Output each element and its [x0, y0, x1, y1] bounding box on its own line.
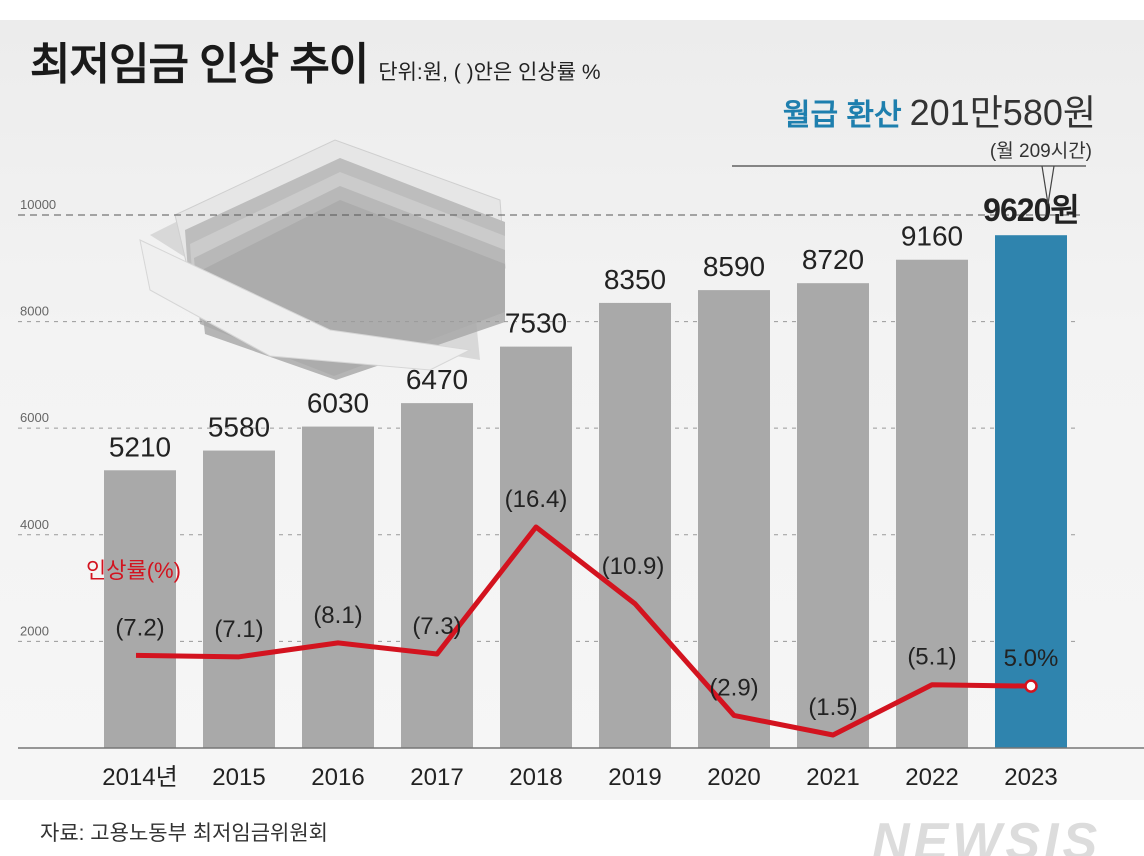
bar: [203, 450, 275, 748]
rate-label: (8.1): [313, 602, 362, 629]
bar-value-labels: 5210 5580 6030 6470 7530 8350 8590 8720 9160 9620…: [109, 192, 1080, 462]
rate-label: (10.9): [602, 553, 665, 580]
bar-value-label: 6470: [406, 364, 468, 395]
y-axis-ticks: 2000 4000 6000 8000 10000: [20, 197, 56, 638]
y-tick-label: 4000: [20, 517, 49, 532]
rate-line-path: [135, 524, 1032, 738]
bar-highlight: [995, 235, 1067, 749]
x-tick-label: 2020: [707, 764, 760, 791]
x-tick-label: 2016: [311, 764, 364, 791]
rate-label: (16.4): [505, 486, 568, 513]
x-tick-label: 2023: [1004, 764, 1057, 791]
logo-text: NEWSIS: [872, 813, 1102, 856]
monthly-conversion: 월급 환산 201만580원: [783, 84, 1096, 136]
x-tick-label: 2014년: [102, 764, 177, 791]
title-row: 최저임금 인상 추이 단위:원, ( )안은 인상률 %: [30, 28, 601, 92]
page-title: 최저임금 인상 추이: [30, 40, 369, 89]
x-tick-label: 2021: [806, 764, 859, 791]
rate-label: (7.2): [115, 614, 164, 641]
bar-value-label: 9620원: [983, 192, 1079, 228]
y-tick-label: 10000: [20, 197, 56, 212]
monthly-callout-pointer: [732, 165, 1086, 205]
x-axis-labels: 2014년 2015 2016 2017 2018 2019 2020 2021 2022 202…: [102, 764, 1057, 791]
money-envelope-illustration: [139, 139, 506, 380]
rate-label: (7.1): [214, 616, 263, 643]
bar: [698, 290, 770, 748]
monthly-hours-note: (월 209시간): [989, 141, 1092, 162]
bar: [104, 470, 176, 748]
x-tick-label: 2022: [905, 764, 958, 791]
rate-label: (5.1): [907, 644, 956, 671]
source-note: 자료: 고용노동부 최저임금위원회: [40, 822, 328, 845]
x-tick-label: 2018: [509, 764, 562, 791]
bar: [599, 302, 671, 748]
bar-value-label: 5210: [109, 431, 171, 462]
bar-value-label: 8590: [703, 251, 765, 282]
series-legend-label: 인상률(%): [86, 558, 181, 583]
bar-value-label: 8350: [604, 264, 666, 295]
bar: [401, 403, 473, 748]
unit-note: 단위:원, ( )안은 인상률 %: [378, 61, 601, 84]
y-tick-label: 6000: [20, 410, 49, 425]
x-tick-label: 2019: [608, 764, 661, 791]
bar: [797, 283, 869, 748]
bars: [104, 235, 1067, 749]
bar-value-label: 8720: [802, 244, 864, 275]
y-tick-label: 8000: [20, 304, 49, 319]
x-tick-label: 2017: [410, 764, 463, 791]
rate-label: 5.0%: [1004, 645, 1059, 672]
bar-value-label: 6030: [307, 388, 369, 419]
rate-label: (2.9): [709, 674, 758, 701]
bar-value-label: 9160: [901, 221, 963, 252]
rate-labels: (7.2) (7.1) (8.1) (7.3) (16.4) (10.9) (2.9) (1.…: [115, 486, 1058, 721]
rate-end-marker: [1024, 679, 1038, 693]
bar: [302, 426, 374, 748]
monthly-conversion-label: 월급 환산: [782, 99, 902, 132]
rate-line: [135, 524, 1038, 738]
newsis-logo: NEWSIS: [872, 812, 1112, 856]
monthly-conversion-value: 201만580원: [909, 92, 1096, 133]
bar-value-label: 5580: [208, 412, 270, 443]
bar: [896, 259, 968, 748]
y-tick-label: 2000: [20, 623, 49, 638]
rate-label: (1.5): [808, 694, 857, 721]
bar-value-label: 7530: [505, 308, 567, 339]
rate-label: (7.3): [412, 613, 461, 640]
x-tick-label: 2015: [212, 764, 265, 791]
